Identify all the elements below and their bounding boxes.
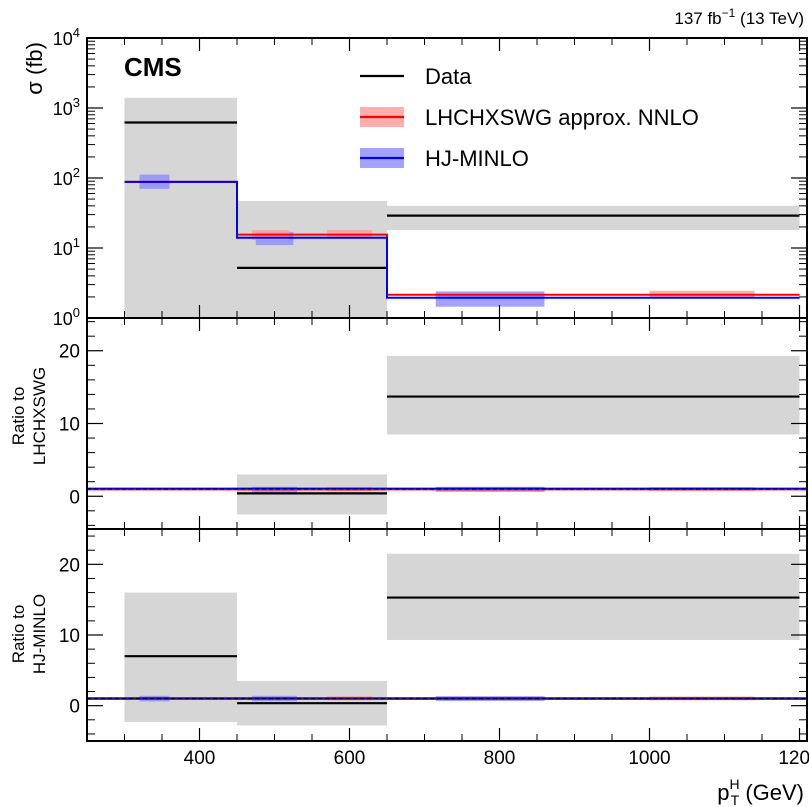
y-tick-base: 10 (53, 239, 73, 259)
data-uncertainty-bands (124, 97, 800, 726)
ratio-y-tick-label: 0 (69, 487, 80, 508)
lumi-label: 137 fb−1 (13 TeV) (674, 6, 804, 28)
ratio-y-tick-label: 10 (59, 415, 80, 436)
data-band-p0-bin1 (237, 200, 387, 318)
x-tick-label: 600 (334, 748, 366, 769)
series-lines (87, 121, 807, 705)
data-band-p1-bin1 (387, 355, 800, 435)
axis-labels: 4006008001000120010010110210310401020010… (9, 25, 809, 807)
ratio-y-tick-label: 10 (59, 626, 80, 647)
x-tick-label: 1200 (778, 748, 809, 769)
ratio-y-tick-label: 0 (69, 697, 80, 718)
lumi-energy: (13 TeV) (735, 9, 804, 28)
legend-label-data: Data (425, 64, 472, 89)
y-axis-title: σ (fb) (22, 42, 47, 95)
x-axis-title: pH T (GeV) (717, 776, 804, 807)
y-tick-exponent: 4 (73, 25, 80, 40)
ratio-title-line2: HJ-MINLO (30, 594, 49, 674)
cms-label: CMS (124, 52, 182, 82)
legend: Data LHCHXSWG approx. NNLO HJ-MINLO (360, 64, 699, 171)
y-tick-base: 10 (53, 29, 73, 49)
y-tick-exponent: 3 (73, 95, 80, 110)
ratio-y-tick-label: 20 (59, 342, 80, 363)
ratio-title-line2: LHCHXSWG (30, 367, 49, 465)
ratio-y-tick-label: 20 (59, 555, 80, 576)
legend-label-hjminlo: HJ-MINLO (425, 146, 529, 171)
axis-ticks (87, 37, 807, 741)
y-tick-exponent: 0 (73, 305, 80, 320)
x-title-sup: H (730, 776, 740, 792)
lumi-exponent: −1 (722, 6, 736, 20)
x-title-p: p (717, 780, 729, 805)
data-band-p0-bin0 (124, 97, 237, 319)
y-tick-label-log: 103 (53, 95, 80, 119)
x-title-unit: (GeV) (739, 780, 804, 805)
x-tick-label: 400 (184, 748, 216, 769)
ratio-y-axis-title-1: Ratio to LHCHXSWG (9, 367, 49, 465)
y-tick-label-log: 100 (53, 305, 80, 329)
y-tick-label-log: 101 (53, 235, 80, 259)
legend-label-lhchxswg: LHCHXSWG approx. NNLO (425, 105, 699, 130)
x-tick-label: 1000 (628, 748, 670, 769)
ratio-y-axis-title-2: Ratio to HJ-MINLO (9, 594, 49, 674)
ratio-title-line1: Ratio to (9, 387, 28, 446)
x-tick-label: 800 (484, 748, 516, 769)
y-tick-label-log: 102 (53, 165, 80, 189)
y-tick-exponent: 1 (73, 235, 80, 250)
ratio-title-line1: Ratio to (9, 605, 28, 664)
hjminlo-box-p0-4 (435, 291, 545, 307)
y-tick-label-log: 104 (53, 25, 80, 49)
y-tick-base: 10 (53, 309, 73, 329)
y-tick-base: 10 (53, 169, 73, 189)
lumi-value: 137 fb (674, 9, 721, 28)
x-title-sub: T (731, 792, 740, 807)
y-tick-exponent: 2 (73, 165, 80, 180)
hjminlo-step-line (124, 180, 800, 299)
data-band-p0-bin2 (387, 205, 800, 231)
y-tick-base: 10 (53, 99, 73, 119)
